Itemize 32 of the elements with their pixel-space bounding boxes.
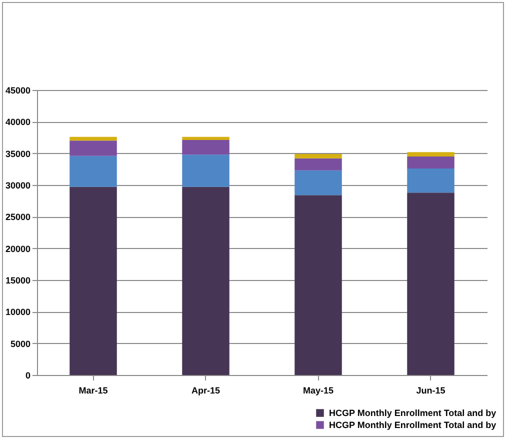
x-tick-label: Apr-15 [191,386,220,396]
bar [407,156,454,169]
bar [182,140,230,155]
y-tick-label: 40000 [5,117,30,128]
y-tick-label: 45000 [5,86,30,96]
bar [182,186,230,375]
legend-label: HCGP Monthly Enrollment Total and by [329,420,496,430]
y-tick-label: 20000 [5,244,30,254]
x-tick-label: May-15 [302,386,334,396]
bar [70,140,117,156]
legend-label: HCGP Monthly Enrollment Total and by [329,408,496,418]
y-tick-label: 30000 [5,180,30,190]
bar [407,152,454,156]
y-tick-label: 15000 [5,276,30,286]
bar [70,136,117,141]
bar [182,154,230,187]
bar [407,192,454,375]
bar [70,186,117,375]
bar [294,170,342,196]
y-tick-label: 5000 [10,338,30,349]
bar [407,168,454,193]
y-tick-label: 35000 [5,148,30,159]
x-tick-label: Jun-15 [416,386,446,396]
bar [294,195,342,375]
bar [182,136,230,140]
y-tick-label: 0 [25,370,30,380]
bar [70,156,117,187]
bar [294,154,342,158]
x-tick-label: Mar-15 [78,386,108,396]
y-tick-label: 10000 [5,307,30,318]
y-tick-label: 25000 [5,212,30,222]
bar [294,158,342,170]
